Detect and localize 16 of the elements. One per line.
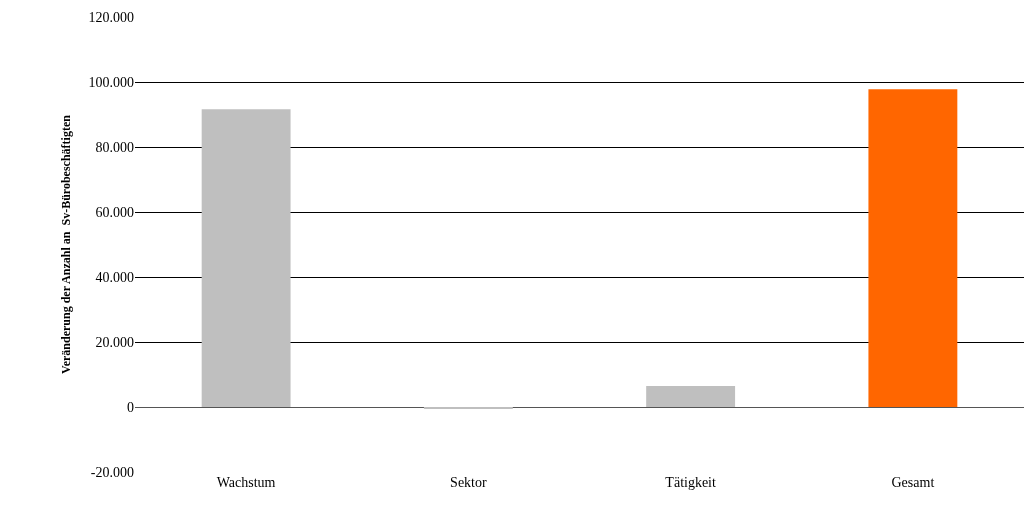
x-tick-label: Tätigkeit [665,475,717,490]
y-tick-label: 0 [127,399,134,415]
y-tick-label: 80.000 [95,139,134,155]
bar [201,109,291,407]
y-tick-label: -20.000 [90,464,134,480]
y-tick-label: 40.000 [95,269,134,285]
y-axis-title: Veränderung der Anzahl an Sv-Bürobeschäftigten [58,114,73,374]
y-tick-label: 60.000 [95,204,134,220]
bar [646,385,736,407]
x-tick-label: Wachstum [216,475,276,490]
x-tick-label: Sektor [450,475,487,490]
y-tick-label: 100.000 [88,74,134,90]
y-tick-label: 120.000 [88,9,134,25]
y-tick-label: 20.000 [95,334,134,350]
bar [868,89,958,407]
x-tick-label: Gesamt [891,475,935,490]
